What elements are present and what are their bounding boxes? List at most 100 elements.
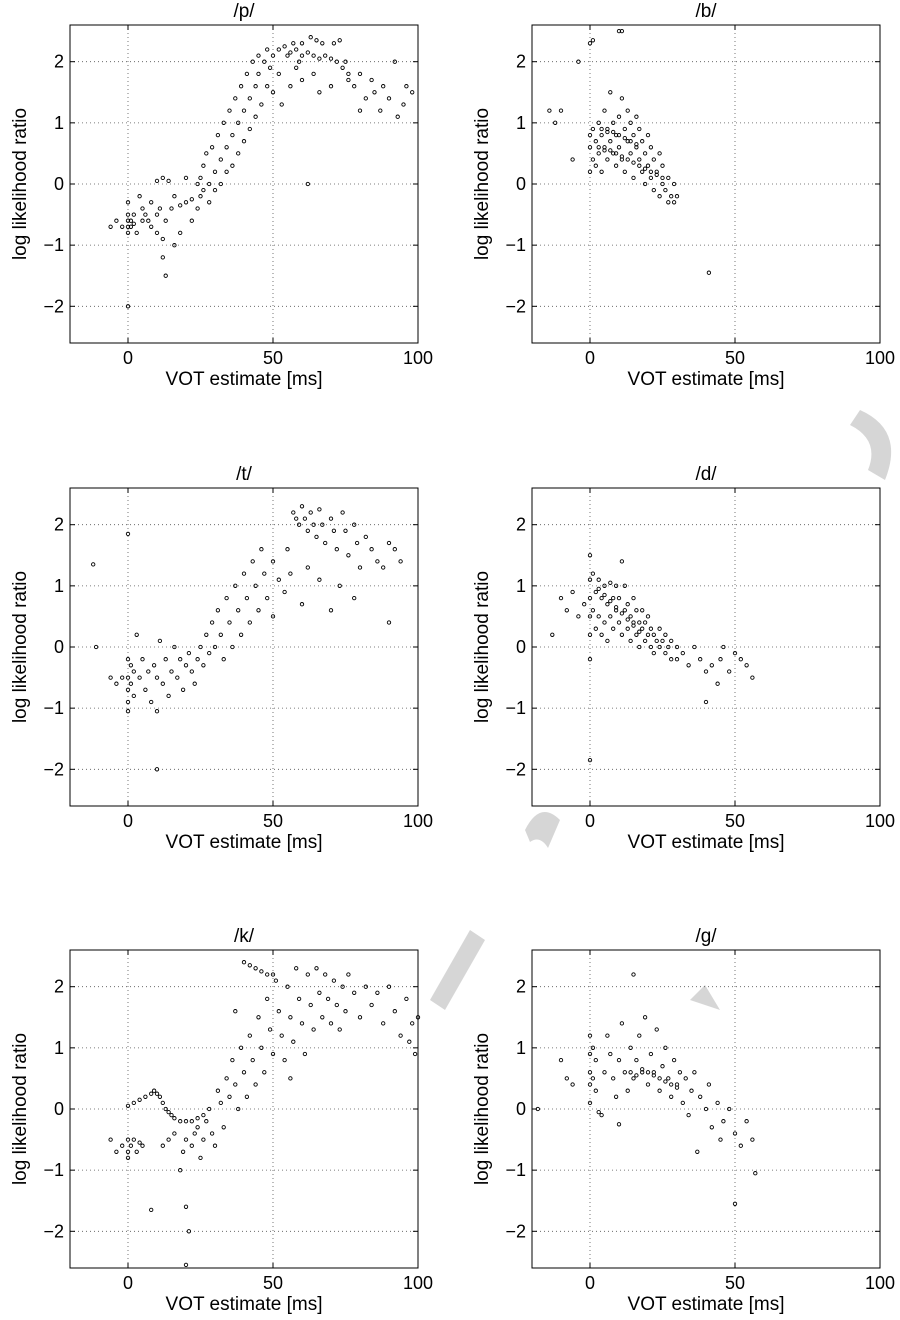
data-point [166, 1137, 171, 1142]
y-tick-label: 1 [54, 576, 64, 596]
data-point [611, 120, 616, 125]
data-point [596, 151, 601, 156]
data-point [357, 565, 363, 570]
panel-title: /k/ [234, 926, 255, 947]
data-point [590, 571, 596, 576]
data-point [236, 151, 241, 156]
y-tick-label: 2 [54, 977, 64, 997]
data-point [608, 580, 613, 585]
data-point [558, 1057, 564, 1063]
data-point [169, 1112, 174, 1118]
data-point [640, 139, 645, 144]
data-point [149, 1091, 154, 1096]
data-point [674, 657, 680, 662]
y-axis-label: log likelihood ratio [10, 1033, 31, 1185]
data-point [640, 626, 645, 631]
data-point [262, 59, 267, 64]
data-point [593, 1088, 598, 1093]
data-point [125, 709, 131, 714]
data-point [189, 197, 194, 202]
data-point [608, 614, 613, 619]
data-point [622, 126, 627, 132]
data-point [163, 657, 168, 662]
data-point [634, 1073, 639, 1078]
y-tick-label: −1 [43, 235, 64, 255]
data-point [204, 151, 209, 156]
data-point [212, 1143, 218, 1148]
data-point [576, 614, 581, 619]
watermark-shape [690, 985, 720, 1010]
data-point [570, 1082, 575, 1087]
data-point [698, 1094, 703, 1099]
data-point [407, 1039, 412, 1044]
data-point [738, 657, 743, 662]
data-point [642, 620, 648, 625]
data-point [183, 175, 189, 181]
data-point [180, 687, 186, 692]
data-point [337, 583, 342, 588]
data-point [645, 614, 651, 619]
data-point [666, 175, 671, 181]
data-point [628, 1070, 633, 1075]
data-point [587, 1082, 593, 1087]
y-tick-label: 2 [516, 977, 526, 997]
data-point [553, 120, 558, 125]
data-point [334, 1002, 339, 1008]
data-point [291, 41, 296, 46]
data-point [276, 577, 281, 582]
data-point [131, 212, 136, 217]
data-point [140, 1143, 145, 1148]
data-point [352, 522, 357, 527]
data-point [270, 90, 276, 95]
data-point [706, 270, 712, 275]
data-point [128, 224, 134, 229]
data-point [134, 230, 139, 236]
data-point [241, 960, 247, 965]
data-point [613, 163, 619, 168]
data-point [683, 1076, 688, 1081]
data-point [622, 583, 627, 588]
points-group [535, 972, 758, 1206]
data-point [732, 1131, 738, 1136]
data-point [120, 1143, 125, 1148]
data-point [660, 163, 665, 168]
data-point [247, 963, 252, 968]
data-point [686, 663, 691, 668]
data-point [398, 559, 403, 564]
data-point [253, 966, 258, 971]
data-point [671, 1057, 677, 1063]
y-tick-label: 2 [54, 515, 64, 535]
data-point [328, 608, 334, 613]
scatter-panel: 0 50 100 −2 −1 0 1 2/k/VOT estimate [ms] log lik… [10, 926, 433, 1315]
data-point [244, 1094, 250, 1099]
data-point [619, 28, 625, 34]
data-point [172, 1116, 177, 1121]
panel-title: /p/ [233, 1, 255, 22]
x-tick-label: 50 [725, 348, 745, 368]
data-point [131, 221, 136, 226]
data-point [296, 996, 302, 1002]
data-point [328, 56, 334, 61]
data-point [386, 620, 392, 625]
data-point [149, 699, 154, 705]
data-point [305, 565, 310, 570]
x-axis-label: VOT estimate [ms] [166, 369, 323, 390]
data-point [378, 108, 383, 113]
data-point [666, 1076, 671, 1081]
data-point [265, 996, 270, 1002]
data-point [294, 966, 299, 971]
data-point [131, 669, 136, 674]
y-tick-label: 2 [516, 52, 526, 72]
data-point [611, 151, 616, 156]
data-point [381, 565, 386, 570]
data-point [634, 114, 639, 119]
data-point [631, 160, 636, 165]
y-tick-label: −1 [43, 698, 64, 718]
data-point [637, 1033, 642, 1038]
data-point [215, 1088, 221, 1093]
data-point [241, 108, 247, 113]
data-point [198, 194, 203, 199]
data-point [250, 59, 255, 64]
data-point [654, 172, 659, 177]
y-axis-label: log likelihood ratio [472, 571, 493, 723]
